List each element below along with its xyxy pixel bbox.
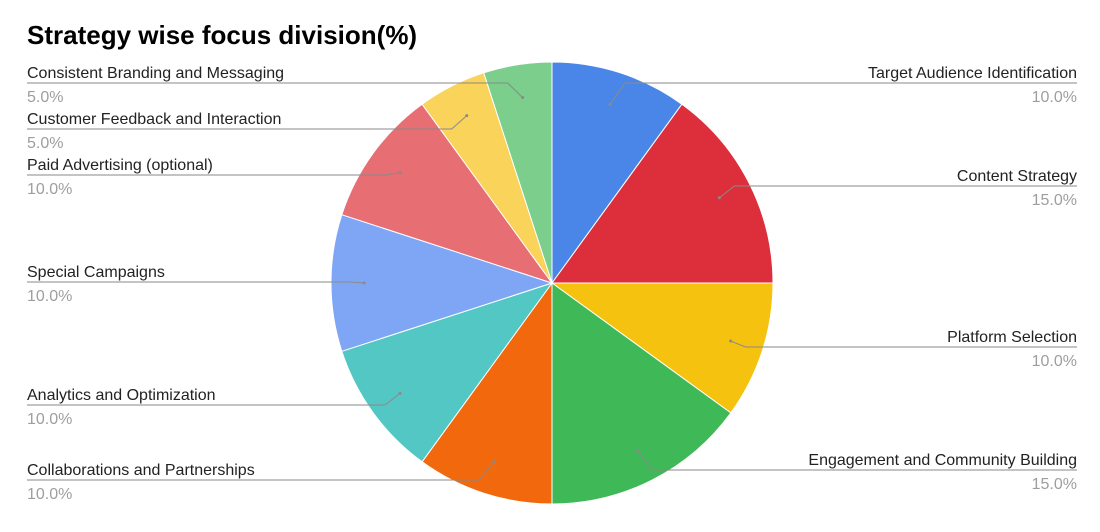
leader-dot-7 xyxy=(362,281,366,285)
pie-slice-7 xyxy=(330,214,554,352)
leader-dot-8 xyxy=(398,171,402,175)
slice-value-10: 5.0% xyxy=(27,89,63,106)
leader-line-6 xyxy=(27,393,401,406)
leader-line-10 xyxy=(27,82,523,98)
slice-label-9: Customer Feedback and Interaction xyxy=(27,111,281,128)
leader-line-5 xyxy=(27,461,495,481)
pie-slice-2 xyxy=(551,103,774,284)
leader-line-8 xyxy=(27,172,401,176)
chart-title: Strategy wise focus division(%) xyxy=(27,20,418,50)
slice-label-3: Platform Selection xyxy=(947,329,1077,346)
leader-line-3 xyxy=(730,340,1077,348)
leader-dot-1 xyxy=(608,102,612,106)
slice-value-7: 10.0% xyxy=(27,288,72,305)
leader-dot-6 xyxy=(398,391,402,395)
leader-line-9 xyxy=(27,115,468,130)
pie-slice-6 xyxy=(341,282,554,463)
slice-label-7: Special Campaigns xyxy=(27,264,165,281)
leader-line-1 xyxy=(609,82,1077,105)
slice-label-8: Paid Advertising (optional) xyxy=(27,157,213,174)
slice-value-5: 10.0% xyxy=(27,486,72,503)
slice-label-6: Analytics and Optimization xyxy=(27,387,216,404)
slice-label-4: Engagement and Community Building xyxy=(808,452,1077,469)
pie-slice-5 xyxy=(421,281,553,505)
slice-value-8: 10.0% xyxy=(27,181,72,198)
leader-dot-9 xyxy=(465,114,469,118)
leader-dot-4 xyxy=(635,448,639,452)
pie-slice-1 xyxy=(551,61,683,285)
slice-value-2: 15.0% xyxy=(1032,192,1077,209)
slice-label-2: Content Strategy xyxy=(957,168,1077,185)
leader-line-7 xyxy=(27,281,365,284)
slice-value-6: 10.0% xyxy=(27,411,72,428)
leader-dot-3 xyxy=(729,339,733,343)
pie-slice-10 xyxy=(483,61,553,284)
slice-value-9: 5.0% xyxy=(27,135,63,152)
slice-value-3: 10.0% xyxy=(1032,353,1077,370)
pie-slice-8 xyxy=(341,103,554,284)
leader-dot-10 xyxy=(521,95,525,99)
slice-value-4: 15.0% xyxy=(1032,476,1077,493)
leader-line-2 xyxy=(719,185,1077,199)
leader-dot-2 xyxy=(717,196,721,200)
slice-value-1: 10.0% xyxy=(1032,89,1077,106)
leader-line-4 xyxy=(636,450,1077,471)
pie-slice-4 xyxy=(551,282,732,505)
slice-label-1: Target Audience Identification xyxy=(868,65,1077,82)
slice-label-5: Collaborations and Partnerships xyxy=(27,462,255,479)
slice-label-10: Consistent Branding and Messaging xyxy=(27,65,284,82)
pie-slice-3 xyxy=(550,282,774,414)
leader-dot-5 xyxy=(492,460,496,464)
